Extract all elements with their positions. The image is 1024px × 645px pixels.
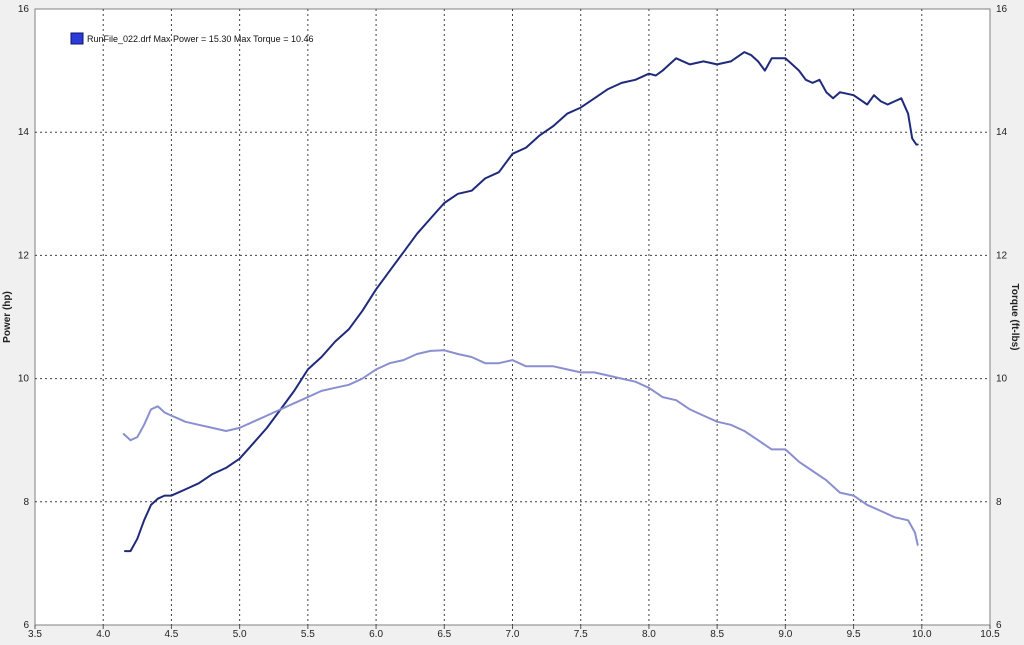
y-right-tick-label: 12: [996, 250, 1008, 261]
y-axis-left-label: Power (hp): [2, 291, 13, 343]
x-tick-label: 4.5: [164, 629, 178, 640]
legend-text: RunFile_022.drf Max Power = 15.30 Max To…: [87, 34, 313, 44]
x-tick-label: 3.5: [28, 629, 42, 640]
x-tick-label: 10.0: [912, 629, 932, 640]
x-tick-label: 6.5: [437, 629, 451, 640]
y-right-tick-label: 8: [996, 497, 1002, 508]
y-right-tick-label: 14: [996, 127, 1008, 138]
power-series-line: [124, 51, 919, 553]
y-axis-right-label: Torque (ft-lbs): [1009, 283, 1020, 350]
tick-labels: 3.5 4.0 4.5 5.0 5.5 6.0 6.5 7.0 7.5 8.0 8.5 9.0 9.5 1…: [18, 4, 1008, 640]
torque-series-line: [122, 349, 919, 546]
y-left-tick-label: 16: [18, 4, 30, 15]
x-tick-label: 10.5: [980, 629, 1000, 640]
y-left-tick-label: 10: [18, 374, 30, 385]
x-tick-label: 7.5: [574, 629, 588, 640]
y-left-tick-label: 14: [18, 127, 30, 138]
y-left-tick-label: 8: [23, 497, 29, 508]
series-lines: [122, 51, 919, 553]
y-right-tick-label: 16: [996, 4, 1008, 15]
x-tick-label: 5.5: [301, 629, 315, 640]
x-tick-label: 4.0: [96, 629, 110, 640]
legend: RunFile_022.drf Max Power = 15.30 Max To…: [70, 32, 313, 45]
plot-area: [34, 8, 991, 626]
y-right-tick-label: 6: [996, 620, 1002, 631]
x-tick-label: 8.0: [642, 629, 656, 640]
grid-lines: [35, 9, 990, 625]
x-tick-label: 5.0: [233, 629, 247, 640]
x-tick-label: 7.0: [506, 629, 520, 640]
x-tick-label: 8.5: [710, 629, 724, 640]
y-left-tick-label: 6: [23, 620, 29, 631]
x-tick-label: 9.0: [778, 629, 792, 640]
y-left-tick-label: 12: [18, 250, 30, 261]
legend-swatch: [70, 32, 84, 45]
y-right-tick-label: 10: [996, 374, 1008, 385]
x-tick-label: 9.5: [847, 629, 861, 640]
x-tick-label: 6.0: [369, 629, 383, 640]
